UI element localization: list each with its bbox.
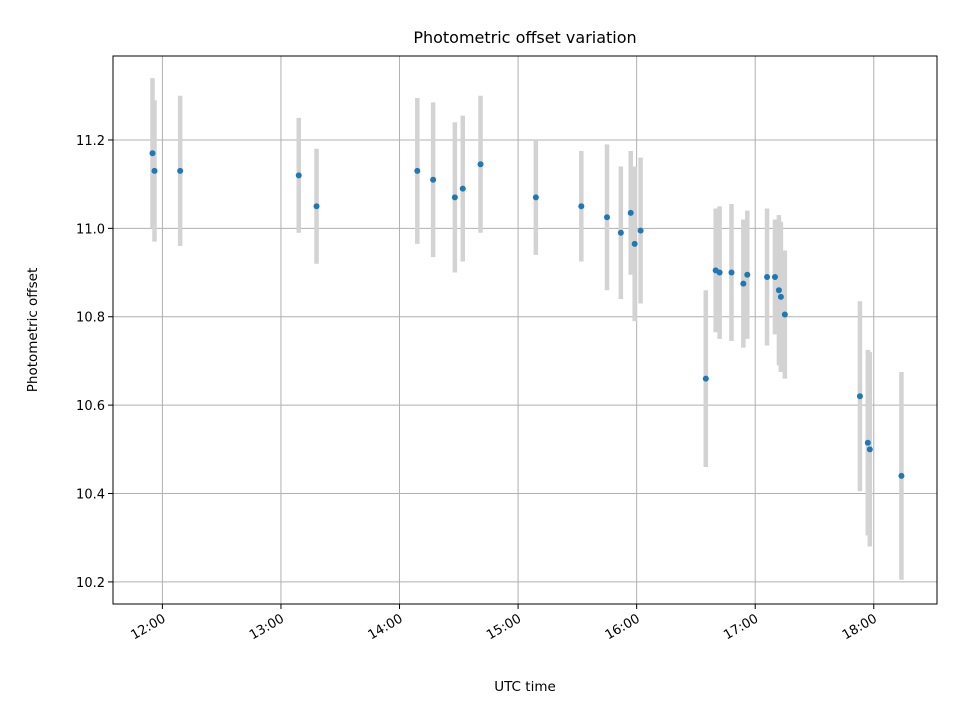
y-axis-label: Photometric offset [25, 268, 41, 392]
data-point [740, 280, 747, 287]
data-point [864, 439, 871, 446]
data-point [149, 150, 156, 157]
data-point [177, 167, 184, 174]
data-point [716, 269, 723, 276]
data-point [637, 227, 644, 234]
data-points [149, 150, 905, 479]
y-axis-ticks: 10.2 10.4 10.6 10.8 11.0 11.2 [76, 134, 113, 591]
data-point [295, 172, 302, 179]
x-tick-label: 18:00 [840, 611, 880, 643]
data-point [604, 214, 611, 221]
plot-area-frame [112, 55, 938, 605]
data-point [856, 393, 863, 400]
data-point [617, 229, 624, 236]
data-point [898, 472, 905, 479]
data-point [578, 203, 585, 210]
data-point [451, 194, 458, 201]
x-tick-label: 13:00 [247, 611, 287, 643]
y-tick-label: 11.2 [76, 134, 105, 149]
data-point [728, 269, 735, 276]
x-tick-label: 12:00 [128, 611, 168, 643]
data-point [777, 293, 784, 300]
data-point [414, 167, 421, 174]
x-axis-ticks: 12:00 13:00 14:00 15:00 16:00 17:00 18:00 [128, 604, 880, 643]
data-point [151, 167, 158, 174]
y-tick-label: 10.2 [76, 576, 105, 591]
grid-lines [113, 56, 937, 604]
data-point [313, 203, 320, 210]
x-tick-label: 15:00 [484, 611, 524, 643]
data-point [702, 375, 709, 382]
x-tick-label: 14:00 [366, 611, 406, 643]
data-point [771, 273, 778, 280]
data-point [532, 194, 539, 201]
data-point [781, 311, 788, 318]
y-tick-label: 10.6 [76, 399, 105, 414]
chart-title: Photometric offset variation [413, 28, 636, 47]
x-tick-label: 16:00 [603, 611, 643, 643]
data-point [430, 176, 437, 183]
y-tick-label: 11.0 [76, 222, 105, 237]
data-point [477, 161, 484, 168]
data-point [775, 287, 782, 294]
data-point [459, 185, 466, 192]
data-point [866, 446, 873, 453]
x-tick-label: 17:00 [721, 611, 761, 643]
error-bars [150, 78, 904, 580]
y-tick-label: 10.8 [76, 311, 105, 326]
data-point [744, 271, 751, 278]
data-point [631, 240, 638, 247]
x-axis-label: UTC time [494, 679, 556, 695]
y-tick-label: 10.4 [76, 488, 105, 503]
data-point [627, 209, 634, 216]
data-point [764, 273, 771, 280]
